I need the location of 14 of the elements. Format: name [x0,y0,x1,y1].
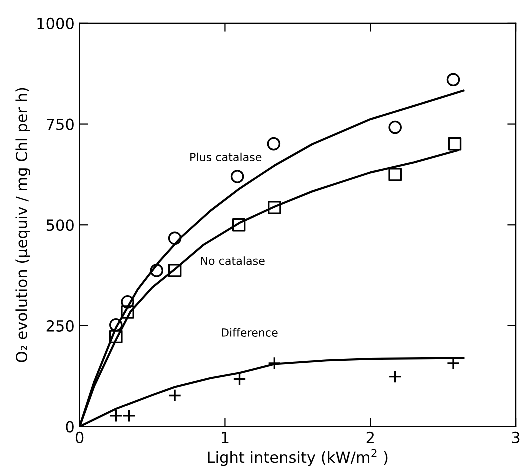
y-axis-title: O₂ evolution (μequiv / mg Chl per h) [16,88,30,362]
x-tick-label: 0 [76,432,84,444]
series-label: No catalase [201,256,265,266]
x-tick-label: 2 [366,432,374,444]
y-tick-label: 0 [66,421,74,433]
y-tick-label: 500 [46,220,74,232]
x-tick-label: 1 [222,432,229,444]
series-label: Plus catalase [190,152,262,162]
x-axis-title: Light intensity (kW/m$^{2}$ ) [208,449,388,466]
y-tick-label: 250 [46,320,74,332]
text: Difference [222,328,278,337]
y-tick-label: 1000 [38,18,74,30]
x-tick-label: 3 [512,432,520,444]
y-tick-label: 750 [47,118,74,130]
